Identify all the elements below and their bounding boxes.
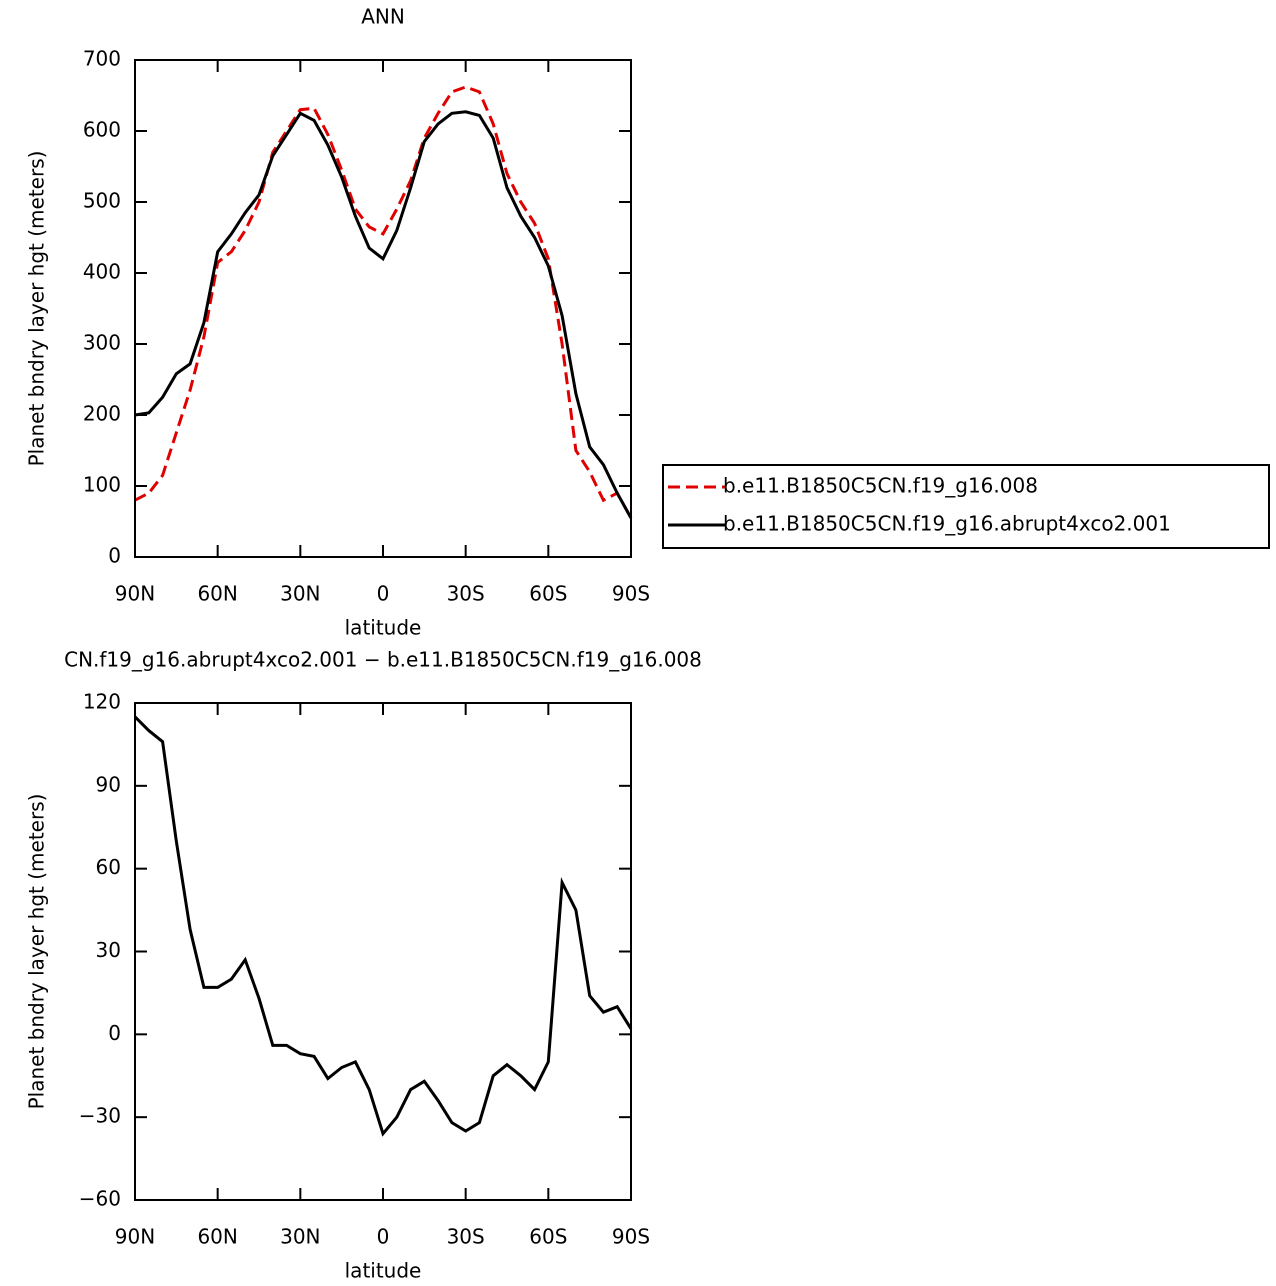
- x-tick-label: 0: [377, 582, 390, 606]
- x-tick-label: 90N: [115, 1225, 155, 1249]
- x-axis-label: latitude: [345, 616, 422, 640]
- x-tick-label: 60N: [197, 1225, 237, 1249]
- x-tick-label: 90S: [612, 582, 650, 606]
- y-tick-label: 200: [83, 402, 121, 426]
- y-tick-label: 400: [83, 260, 121, 284]
- chart-title: ANN: [361, 5, 405, 29]
- plot-frame: [134, 702, 632, 1201]
- legend-label: b.e11.B1850C5CN.f19_g16.008: [723, 474, 1038, 498]
- y-tick-label: −60: [79, 1187, 121, 1211]
- y-tick-label: 100: [83, 473, 121, 497]
- series-line: [134, 85, 633, 519]
- plot-frame: [134, 59, 632, 558]
- y-tick-label: 90: [96, 772, 121, 796]
- x-tick-label: 30N: [280, 582, 320, 606]
- x-tick-label: 60N: [197, 582, 237, 606]
- y-tick-label: 30: [96, 938, 121, 962]
- x-tick-label: 90N: [115, 582, 155, 606]
- x-tick-label: 0: [377, 1225, 390, 1249]
- y-axis-label: Planet bndry layer hgt (meters): [25, 794, 49, 1110]
- series-line: [133, 715, 633, 1137]
- x-tick-label: 30S: [447, 1225, 485, 1249]
- series-line: [134, 110, 633, 519]
- y-tick-label: 500: [83, 189, 121, 213]
- y-tick-label: 120: [83, 690, 121, 714]
- y-tick-label: 300: [83, 331, 121, 355]
- y-tick-label: −30: [79, 1104, 121, 1128]
- x-tick-label: 30N: [280, 1225, 320, 1249]
- y-tick-label: 0: [108, 1021, 121, 1045]
- legend-box: [662, 464, 1270, 549]
- y-tick-label: 600: [83, 118, 121, 142]
- x-tick-label: 60S: [529, 1225, 567, 1249]
- x-tick-label: 30S: [447, 582, 485, 606]
- y-tick-label: 0: [108, 544, 121, 568]
- x-tick-label: 90S: [612, 1225, 650, 1249]
- y-axis-label: Planet bndry layer hgt (meters): [25, 151, 49, 467]
- y-tick-label: 60: [96, 855, 121, 879]
- legend-label: b.e11.B1850C5CN.f19_g16.abrupt4xco2.001: [723, 512, 1171, 536]
- x-tick-label: 60S: [529, 582, 567, 606]
- x-axis-label: latitude: [345, 1259, 422, 1283]
- y-tick-label: 700: [83, 47, 121, 71]
- chart-title: CN.f19_g16.abrupt4xco2.001 − b.e11.B1850…: [64, 648, 702, 672]
